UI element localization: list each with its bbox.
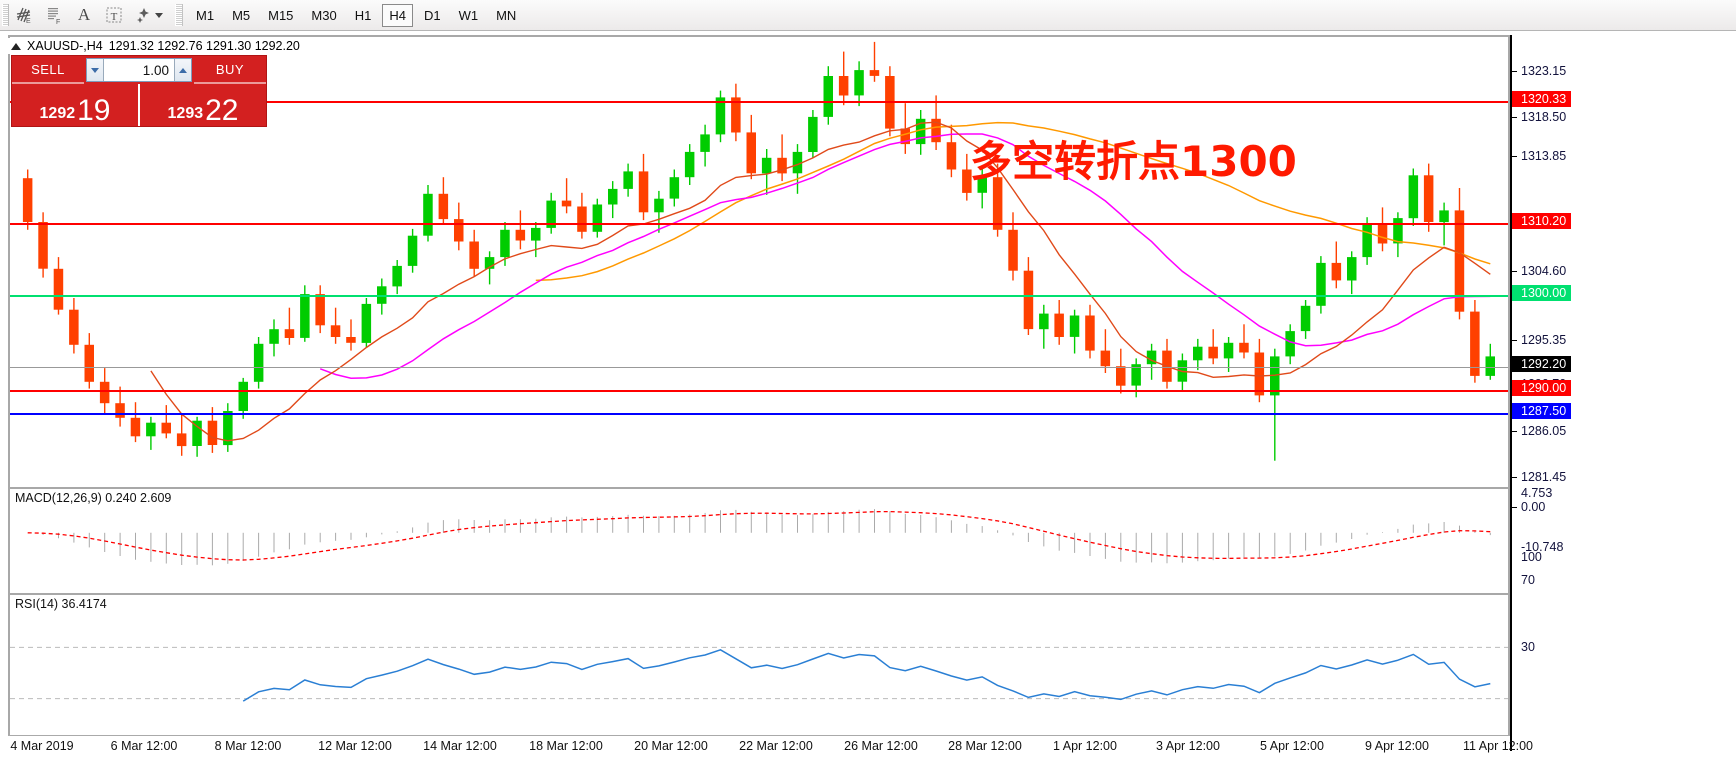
period-mn[interactable]: MN	[496, 7, 517, 23]
price-tick-label: 1286.05	[1512, 424, 1566, 438]
time-tick-label: 3 Apr 12:00	[1156, 739, 1220, 753]
objects-dropdown-caret-icon[interactable]	[155, 12, 163, 18]
price-tick-label: 1304.60	[1512, 264, 1566, 278]
chevron-up-icon	[179, 67, 187, 73]
level-line-1287	[10, 413, 1508, 415]
time-tick-label: 28 Mar 12:00	[948, 739, 1022, 753]
period-d1[interactable]: D1	[423, 7, 441, 23]
time-tick-label: 1 Apr 12:00	[1053, 739, 1117, 753]
period-m1[interactable]: M1	[196, 7, 215, 23]
chart-annotation-text[interactable]: 多空转折点1300	[970, 137, 1297, 186]
rsi-tick-label: 100	[1521, 550, 1542, 564]
text-tool-icon[interactable]: A	[77, 5, 91, 24]
price-tick-label: 1318.50	[1512, 110, 1566, 124]
price-tick-label: 1323.15	[1512, 64, 1566, 78]
time-tick-label: 11 Apr 12:00	[1463, 739, 1533, 753]
rsi-pane[interactable]: RSI(14) 36.4174	[10, 593, 1508, 749]
candlestick-series	[22, 41, 1495, 461]
price-level-badge[interactable]: 1310.20	[1512, 213, 1572, 229]
time-tick-label: 9 Apr 12:00	[1365, 739, 1429, 753]
chart-frame: MACD(12,26,9) 0.240 2.609 RSI(14) 36.417…	[8, 35, 1510, 751]
indicators-icon[interactable]: F	[39, 2, 69, 28]
price-tick-label: 1313.85	[1512, 149, 1566, 163]
trade-panel-prices: 1292 19 1293 22	[12, 84, 266, 126]
main-toolbar: E F A T	[0, 0, 1736, 31]
macd-series	[27, 509, 1491, 566]
buy-price-major: 1293	[167, 105, 204, 122]
period-h1[interactable]: H1	[354, 7, 372, 23]
price-tick-label: 1281.45	[1512, 470, 1566, 484]
price-tick-label: 1295.35	[1512, 333, 1566, 347]
sell-price-minor: 19	[77, 94, 111, 127]
trade-panel-top: SELL 1.00 BUY	[12, 56, 266, 84]
macd-pane[interactable]: MACD(12,26,9) 0.240 2.609	[10, 487, 1508, 591]
period-w1[interactable]: W1	[458, 7, 479, 23]
symbol-header: XAUUSD-,H4 1291.32 1292.76 1291.30 1292.…	[8, 38, 303, 54]
level-line-1290	[10, 390, 1508, 392]
period-m5[interactable]: M5	[232, 7, 251, 23]
time-tick-label: 22 Mar 12:00	[739, 739, 813, 753]
rsi-series	[10, 646, 1508, 702]
period-m15[interactable]: M15	[268, 7, 294, 23]
rsi-tick-label: 30	[1521, 640, 1535, 654]
symbol-ohlc: 1291.32 1292.76 1291.30 1292.20	[108, 39, 300, 53]
objects-icon[interactable]	[129, 2, 159, 28]
macd-tick-label: -10.748	[1521, 540, 1564, 554]
time-tick-label: 6 Mar 12:00	[110, 739, 178, 753]
sell-price-major: 1292	[39, 105, 76, 122]
price-level-badge[interactable]: 1287.50	[1512, 403, 1572, 419]
macd-label: MACD(12,26,9) 0.240 2.609	[15, 491, 175, 505]
time-tick-label: 26 Mar 12:00	[844, 739, 918, 753]
level-line-current	[10, 367, 1508, 368]
chevron-down-icon	[91, 67, 99, 73]
rsi-tick-label: 70	[1521, 573, 1535, 587]
time-tick-label: 12 Mar 12:00	[318, 739, 392, 753]
svg-text:F: F	[56, 19, 60, 25]
buy-price[interactable]: 1293 22	[138, 84, 266, 126]
level-line-1300	[10, 295, 1508, 297]
price-level-badge[interactable]: 1290.00	[1512, 380, 1572, 396]
time-tick-label: 8 Mar 12:00	[214, 739, 282, 753]
level-line-1310	[10, 223, 1508, 225]
collapse-triangle-icon[interactable]	[11, 42, 21, 50]
symbol-name: XAUUSD-,H4	[27, 39, 103, 53]
one-click-trading-panel: SELL 1.00 BUY 1292 19 1293 22	[11, 55, 267, 127]
price-level-badge[interactable]: 1320.33	[1512, 91, 1572, 107]
time-tick-label: 20 Mar 12:00	[634, 739, 708, 753]
time-axis[interactable]: 4 Mar 2019 6 Mar 12:00 8 Mar 12:00 12 Mar 1…	[8, 735, 1533, 760]
period-h4[interactable]: H4	[382, 3, 413, 27]
sell-price[interactable]: 1292 19	[12, 84, 138, 126]
volume-stepper[interactable]: 1.00	[86, 58, 192, 82]
buy-price-minor: 22	[205, 94, 239, 127]
price-axis[interactable]: 1323.151318.501313.851309.251304.601295.…	[1510, 35, 1736, 751]
buy-button[interactable]: BUY	[194, 56, 266, 84]
macd-tick-label: 0.00	[1512, 500, 1545, 514]
price-level-badge[interactable]: 1300.00	[1512, 285, 1572, 301]
svg-text:T: T	[111, 11, 118, 23]
toolbar-drag-handle[interactable]	[2, 4, 9, 26]
volume-decrease-button[interactable]	[87, 59, 104, 81]
sell-button[interactable]: SELL	[12, 56, 84, 84]
svg-text:E: E	[26, 18, 31, 25]
macd-tick-label: 4.753	[1521, 486, 1553, 500]
text-label-icon[interactable]: T	[99, 2, 129, 28]
chart-style-icon[interactable]: E	[9, 2, 39, 28]
price-pane[interactable]	[10, 37, 1508, 485]
time-tick-label: 14 Mar 12:00	[423, 739, 497, 753]
volume-value[interactable]: 1.00	[142, 62, 169, 78]
volume-increase-button[interactable]	[174, 59, 191, 81]
price-level-badge[interactable]: 1292.20	[1512, 356, 1572, 372]
time-tick-label: 5 Apr 12:00	[1260, 739, 1324, 753]
toolbar-separator	[175, 4, 183, 26]
level-line-1320	[10, 101, 1508, 103]
rsi-label: RSI(14) 36.4174	[15, 597, 110, 611]
period-m30[interactable]: M30	[311, 7, 337, 23]
time-tick-label: 4 Mar 2019	[10, 739, 74, 753]
time-tick-label: 18 Mar 12:00	[529, 739, 603, 753]
